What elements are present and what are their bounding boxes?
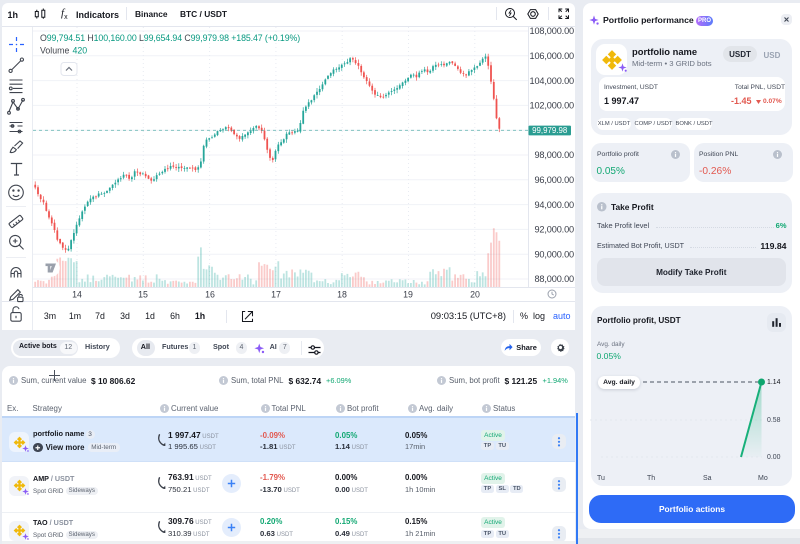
svg-text:420: 420 <box>73 46 88 56</box>
svg-text:17: 17 <box>271 290 281 300</box>
svg-text:90,000.00: 90,000.00 <box>534 249 574 259</box>
svg-text:18: 18 <box>337 290 347 300</box>
svg-text:104,000.00: 104,000.00 <box>530 76 575 86</box>
svg-text:88,000.00: 88,000.00 <box>534 274 574 284</box>
svg-text:15: 15 <box>138 290 148 300</box>
svg-text:108,000.00: 108,000.00 <box>530 26 575 36</box>
svg-text:20: 20 <box>470 290 480 300</box>
svg-text:96,000.00: 96,000.00 <box>534 175 574 185</box>
svg-text:92,000.00: 92,000.00 <box>534 225 574 235</box>
svg-text:16: 16 <box>205 290 215 300</box>
svg-text:98,000.00: 98,000.00 <box>534 150 574 160</box>
svg-text:102,000.00: 102,000.00 <box>530 101 575 111</box>
svg-text:Volume: Volume <box>40 46 69 56</box>
svg-text:O99,794.51 H100,160.00 L99,654: O99,794.51 H100,160.00 L99,654.94 C99,97… <box>40 33 300 43</box>
svg-text:99,979.98: 99,979.98 <box>532 126 568 135</box>
svg-text:106,000.00: 106,000.00 <box>530 51 575 61</box>
svg-text:19: 19 <box>403 290 413 300</box>
svg-text:14: 14 <box>72 290 82 300</box>
svg-text:94,000.00: 94,000.00 <box>534 200 574 210</box>
